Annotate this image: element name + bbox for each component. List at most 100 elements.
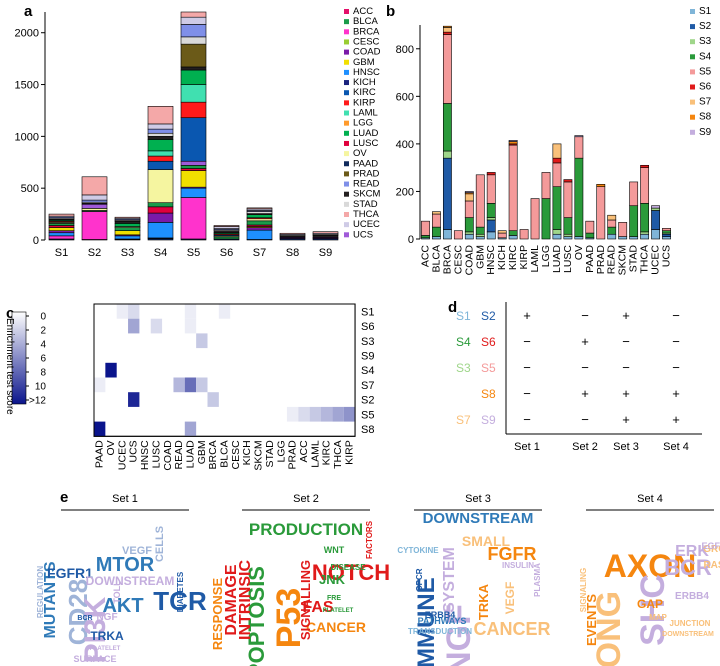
set-row-right-label: S2 (481, 309, 496, 323)
set-mark: + (581, 334, 589, 349)
bar-segment-S5 (475, 174, 485, 228)
wordcloud-word: TRKA (476, 583, 491, 620)
wordcloud-word: NGF (440, 604, 478, 666)
wordcloud-word: CD28 (63, 579, 93, 645)
heatmap-col-label: UCS (128, 440, 140, 462)
bar-segment-OV (81, 208, 108, 211)
legend-label: OV (353, 148, 367, 159)
heatmap-cell (184, 304, 197, 319)
bar-segment-S4 (563, 217, 573, 235)
bar-segment-BLCA (114, 227, 141, 231)
bar-segment-BLCA (213, 236, 240, 240)
wordcloud-word: INTRINSIC (237, 560, 254, 640)
bar-segment-S4 (541, 198, 551, 240)
wordcloud-word: IMMUNE (413, 577, 440, 666)
bar-segment-S9 (508, 140, 518, 142)
x-tick-label: S6 (220, 247, 233, 259)
legend-label: UCEC (353, 219, 380, 230)
wordcloud-word: P53 (270, 588, 308, 649)
legend-swatch-S4 (690, 54, 695, 60)
set-mark: + (672, 386, 680, 401)
bar-segment-READ (81, 199, 108, 203)
colorbar-tick-label: >12 (29, 396, 46, 407)
legend-label: PRAD (353, 168, 380, 179)
heatmap-cell (94, 377, 106, 393)
wordcloud-word: DISEASE (330, 563, 366, 572)
set-mark: + (672, 412, 680, 427)
bar-segment-S4 (475, 226, 485, 235)
bar-segment-UCEC (213, 226, 240, 229)
bar-segment-S5 (519, 229, 529, 240)
set-mark: − (622, 360, 630, 375)
legend-swatch-PAAD (344, 161, 349, 167)
set-mark: − (672, 334, 680, 349)
bar-segment-S9 (464, 191, 474, 193)
wordcloud-word: DOWNSTREAM (662, 631, 714, 638)
heatmap-cell (218, 304, 231, 319)
panel-label-e: e (60, 489, 68, 506)
bar-segment-KIRP (180, 101, 207, 119)
heatmap-row-label: S2 (361, 395, 374, 407)
heatmap-cell (173, 377, 185, 393)
bar-segment-S9 (651, 205, 660, 209)
legend-swatch-S5 (690, 69, 695, 75)
heatmap-cell (309, 406, 321, 422)
bar-segment-S7 (552, 143, 562, 159)
heatmap-row-label: S5 (361, 409, 374, 421)
wordcloud-word: ERBB4 (675, 591, 709, 602)
x-tick-label: HNSC (485, 245, 497, 275)
bar-segment-BRCA (180, 197, 207, 240)
x-tick-label: SKCM (617, 245, 629, 275)
x-tick-label: GBM (474, 245, 486, 269)
bar-segment-S2 (651, 210, 660, 230)
bar-segment-COAD (48, 230, 75, 234)
bar-segment-S7 (442, 27, 452, 33)
heatmap-cell (207, 392, 219, 407)
set-mark: − (523, 360, 531, 375)
heatmap-cell (105, 362, 117, 378)
set-row-right-label: S9 (481, 413, 496, 427)
bar-segment-S5 (497, 232, 507, 239)
set-row-left-label: S7 (456, 413, 471, 427)
bar-segment-S5 (629, 181, 639, 207)
legend-swatch-PRAD (344, 171, 349, 177)
set-mark: + (523, 308, 531, 323)
x-tick-label: S8 (286, 247, 299, 259)
wordcloud-word: PLASMA (533, 563, 542, 597)
wordcloud-word: REGULATION (36, 566, 45, 619)
bar-segment-THCA (180, 11, 207, 18)
bar-segment-LUSC (147, 206, 174, 214)
heatmap-col-label: STAD (264, 440, 276, 468)
x-tick-label: COAD (463, 245, 475, 276)
heatmap-col-label: OV (105, 440, 117, 455)
legend-swatch-LGG (344, 120, 349, 126)
x-tick-label: UCS (661, 245, 673, 267)
bar-segment-S7 (432, 211, 441, 215)
wordcloud-word: JUNCTION (670, 619, 711, 628)
legend-label: LAML (353, 108, 378, 119)
bar-segment-S5 (640, 167, 650, 204)
bar-segment-THCA (114, 216, 141, 219)
set-row-right-label: S5 (481, 361, 496, 375)
bar-segment-LUAD (147, 139, 174, 152)
bar-segment-S5 (618, 222, 628, 237)
bar-segment-SKCM (147, 136, 174, 140)
heatmap-col-label: PAAD (94, 440, 106, 468)
heatmap-cell (196, 377, 208, 393)
bar-segment-S5 (585, 220, 595, 234)
legend-label: UCS (353, 229, 373, 240)
bar-segment-S4 (442, 103, 452, 152)
bar-segment-S8 (596, 184, 606, 187)
set-row-right-label: S6 (481, 335, 496, 349)
heatmap-col-label: BLCA (219, 440, 231, 467)
bar-segment-S4 (432, 226, 441, 237)
x-tick-label: LUSC (562, 245, 574, 273)
bar-segment-S1 (563, 236, 573, 240)
bar-segment-THCA (48, 213, 75, 217)
legend-label: COAD (353, 47, 381, 58)
bar-segment-S4 (662, 230, 671, 234)
bar-segment-S3 (651, 207, 660, 211)
bar-segment-STAD (180, 36, 207, 45)
